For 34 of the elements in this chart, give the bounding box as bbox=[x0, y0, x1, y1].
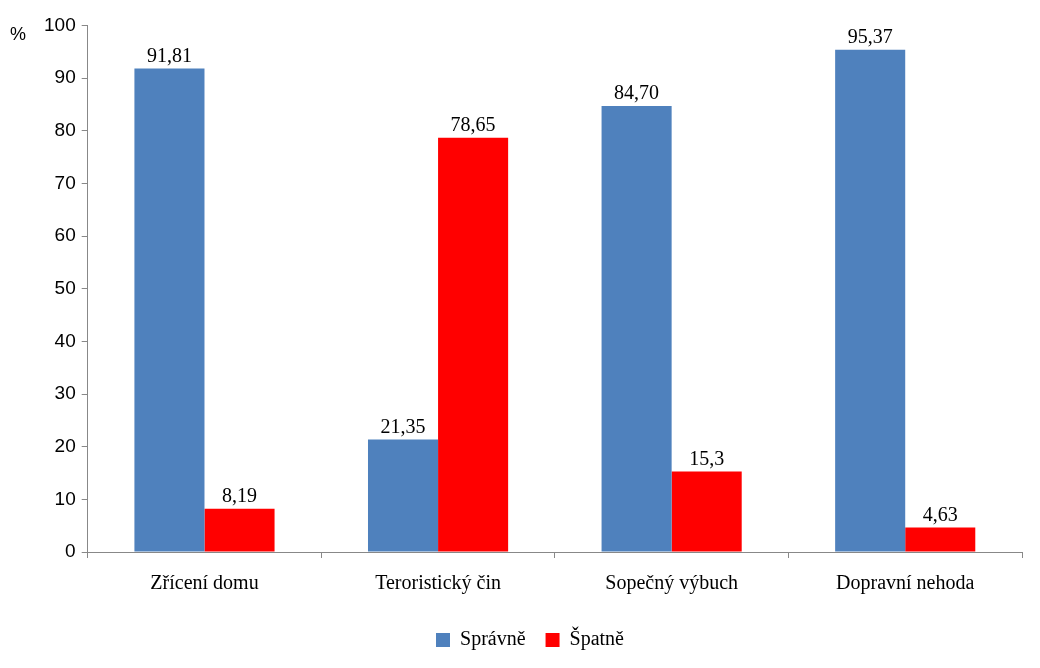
bar bbox=[671, 471, 742, 552]
bar bbox=[905, 527, 976, 552]
y-tick-label: 30 bbox=[54, 382, 76, 404]
y-tick-label: 80 bbox=[54, 118, 76, 140]
bar bbox=[134, 68, 205, 552]
bar bbox=[204, 508, 275, 552]
y-tick-label: 60 bbox=[54, 224, 76, 246]
y-tick-label: 90 bbox=[54, 66, 76, 88]
data-label: 15,3 bbox=[689, 446, 725, 469]
y-tick-label: 50 bbox=[54, 276, 76, 298]
data-label: 21,35 bbox=[380, 414, 426, 437]
x-tick-label: Teroristický čin bbox=[375, 571, 501, 595]
y-tick-label: 10 bbox=[54, 487, 76, 509]
legend-label: Správně bbox=[460, 627, 526, 651]
legend-label: Špatně bbox=[569, 626, 625, 651]
data-label: 8,19 bbox=[222, 484, 258, 507]
y-tick-label: 70 bbox=[54, 171, 76, 193]
y-tick-label: 40 bbox=[54, 329, 76, 351]
bar bbox=[438, 137, 509, 552]
data-label: 4,63 bbox=[922, 502, 958, 525]
data-label: 91,81 bbox=[146, 43, 192, 66]
y-tick-label: 100 bbox=[44, 13, 76, 35]
x-tick-label: Zřícení domu bbox=[150, 571, 259, 594]
y-tick-label: 20 bbox=[54, 434, 76, 456]
x-tick-label: Dopravní nehoda bbox=[836, 571, 975, 595]
bar bbox=[835, 49, 906, 552]
data-label: 95,37 bbox=[847, 25, 893, 48]
data-label: 78,65 bbox=[450, 113, 496, 136]
x-tick-label: Sopečný výbuch bbox=[605, 571, 739, 595]
bar bbox=[367, 439, 439, 552]
y-axis-title: % bbox=[10, 24, 27, 45]
data-label: 84,70 bbox=[614, 81, 660, 104]
bar bbox=[601, 105, 672, 552]
y-tick-label: 0 bbox=[65, 540, 76, 562]
